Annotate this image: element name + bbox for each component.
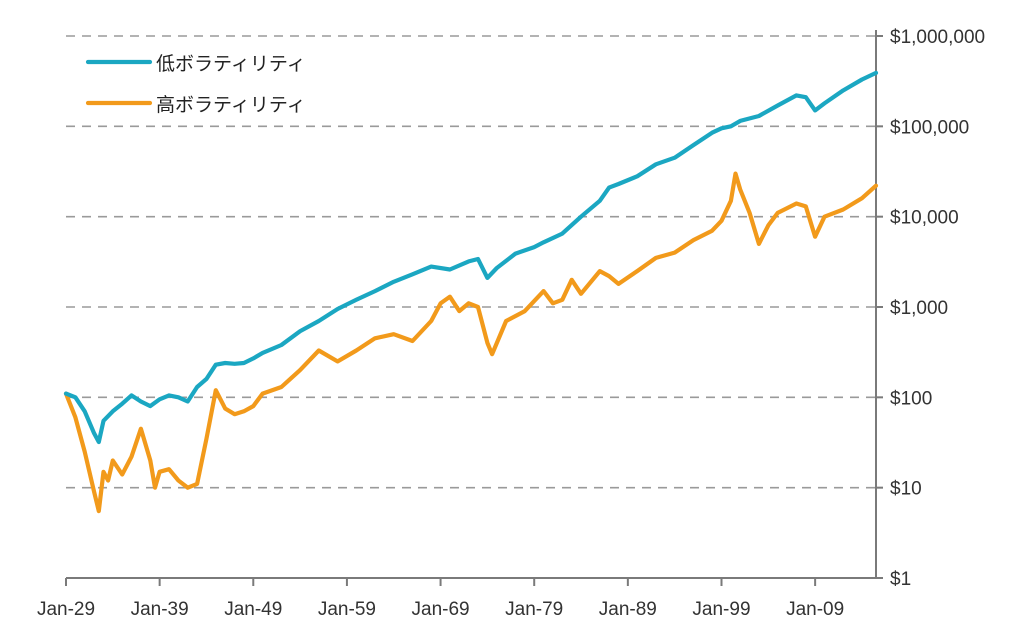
legend-label-high-volatility: 高ボラティリティ [156, 94, 306, 116]
x-tick-label: Jan-69 [412, 599, 470, 620]
x-tick-label: Jan-09 [786, 599, 844, 620]
y-tick-label: $100,000 [890, 117, 969, 138]
y-tick-label: $100 [890, 388, 932, 409]
x-tick-label: Jan-29 [37, 599, 95, 620]
y-tick-label: $10,000 [890, 208, 959, 229]
x-tick-label: Jan-39 [131, 599, 189, 620]
axes [65, 30, 883, 586]
tick-labels: $1 $10 $100 $1,000 $10,000 $100,000 $1,000,000… [37, 27, 985, 620]
y-tick-label: $10 [890, 479, 922, 500]
x-tick-label: Jan-49 [224, 599, 282, 620]
y-tick-label: $1,000 [890, 298, 948, 319]
gridlines [66, 35, 876, 489]
legend-label-low-volatility: 低ボラティリティ [156, 53, 306, 75]
series-line-high-volatility [63, 171, 879, 514]
x-tick-label: Jan-79 [505, 599, 563, 620]
x-tick-label: Jan-59 [318, 599, 376, 620]
x-tick-label: Jan-99 [692, 599, 750, 620]
y-tick-label: $1,000,000 [890, 27, 985, 48]
y-tick-label: $1 [890, 569, 911, 590]
series-line-low-volatility [63, 70, 879, 445]
legend: 低ボラティリティ 高ボラティリティ [85, 53, 306, 116]
x-tick-label: Jan-89 [599, 599, 657, 620]
series-lines [63, 70, 879, 514]
